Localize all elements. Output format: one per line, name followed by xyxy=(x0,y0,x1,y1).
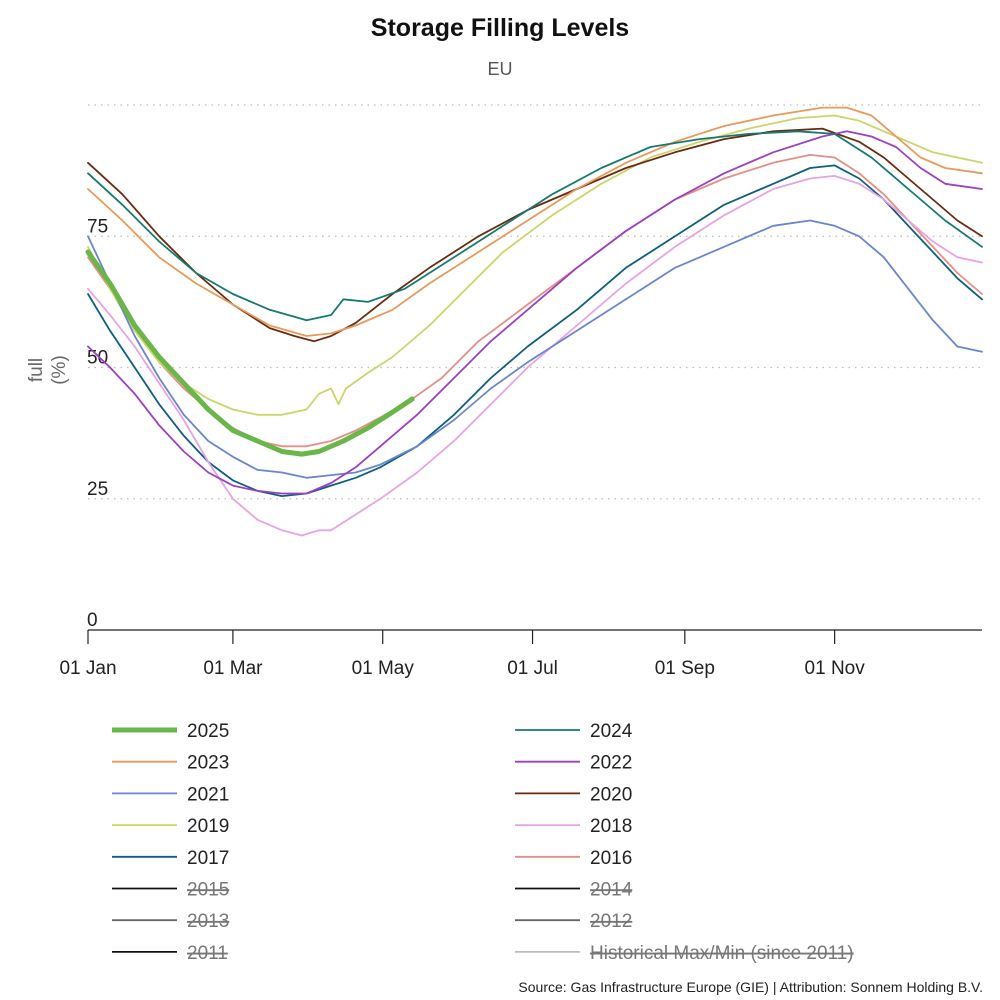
y-tick-label-75: 75 xyxy=(87,216,108,237)
legend-item-2020[interactable]: 2020 xyxy=(515,784,632,805)
series-line-2022 xyxy=(87,130,983,495)
y-tick-label-50: 50 xyxy=(87,348,108,369)
legend-label: 2013 xyxy=(187,911,229,932)
gridlines xyxy=(88,104,982,500)
series-line-2016 xyxy=(87,154,983,448)
series-lines xyxy=(85,106,983,537)
legend-item-2015[interactable]: 2015 xyxy=(112,880,229,901)
x-tick-label: 01 Sep xyxy=(655,658,715,679)
series-line-2021 xyxy=(87,219,983,479)
legend-item-2022[interactable]: 2022 xyxy=(515,753,632,774)
legend-label: 2019 xyxy=(187,816,229,837)
legend-label: 2025 xyxy=(187,721,229,742)
legend-item-2025[interactable]: 2025 xyxy=(112,721,229,742)
legend-label: 2017 xyxy=(187,848,229,869)
y-tick-label-25: 25 xyxy=(87,479,108,500)
chart-subtitle: EU xyxy=(487,59,512,79)
legend-item-2012[interactable]: 2012 xyxy=(515,911,632,932)
y-tick-label-0: 0 xyxy=(87,610,98,631)
legend-item-2019[interactable]: 2019 xyxy=(112,816,229,837)
legend-item-2023[interactable]: 2023 xyxy=(112,753,229,774)
series-line-2023 xyxy=(87,106,983,337)
legend-label: 2021 xyxy=(187,784,229,805)
legend-label: 2024 xyxy=(590,721,633,742)
legend-item-2021[interactable]: 2021 xyxy=(112,784,229,805)
series-line-2018 xyxy=(87,175,983,537)
legend-item-2011[interactable]: 2011 xyxy=(112,943,228,964)
legend-label: 2022 xyxy=(590,753,632,774)
series-line-2017 xyxy=(87,164,983,497)
series-line-2020 xyxy=(87,127,983,343)
legend-label: 2015 xyxy=(187,880,229,901)
x-tick-label: 01 May xyxy=(352,658,415,679)
x-axis: 01 Jan 01 Mar 01 May 01 Jul 01 Sep 01 Nov xyxy=(59,629,982,679)
y-axis-label: full (%) xyxy=(26,355,70,385)
legend-item-2013[interactable]: 2013 xyxy=(112,911,229,932)
chart-title: Storage Filling Levels xyxy=(371,14,629,42)
x-tick-label: 01 Jan xyxy=(59,658,116,679)
legend-label: Historical Max/Min (since 2011) xyxy=(590,943,854,964)
legend-item-Historical Max/Min (since 2011)[interactable]: Historical Max/Min (since 2011) xyxy=(515,943,854,964)
legend-item-2024[interactable]: 2024 xyxy=(515,721,633,742)
legend-label: 2012 xyxy=(590,911,632,932)
legend-item-2017[interactable]: 2017 xyxy=(112,848,229,869)
legend: 2025 2024 2023 2022 2021 2020 2019 2018 2017 2016… xyxy=(112,721,854,964)
x-tick-label: 01 Nov xyxy=(805,658,866,679)
legend-item-2018[interactable]: 2018 xyxy=(515,816,632,837)
legend-label: 2011 xyxy=(187,943,228,964)
legend-item-2014[interactable]: 2014 xyxy=(515,880,633,901)
legend-label: 2014 xyxy=(590,880,633,901)
legend-label: 2018 xyxy=(590,816,632,837)
legend-item-2016[interactable]: 2016 xyxy=(515,848,632,869)
series-line-2025 xyxy=(85,249,415,457)
source-note: Source: Gas Infrastructure Europe (GIE) … xyxy=(518,979,983,995)
y-axis-label-line1: full xyxy=(26,358,47,382)
y-ticks: 0 25 50 75 xyxy=(87,216,108,631)
series-line-2019 xyxy=(87,114,983,416)
legend-label: 2016 xyxy=(590,848,632,869)
legend-label: 2023 xyxy=(187,753,229,774)
series-line-2024 xyxy=(87,130,983,322)
x-tick-label: 01 Jul xyxy=(507,658,558,679)
legend-label: 2020 xyxy=(590,784,632,805)
x-tick-label: 01 Mar xyxy=(203,658,263,679)
y-axis-label-line2: (%) xyxy=(49,355,70,385)
